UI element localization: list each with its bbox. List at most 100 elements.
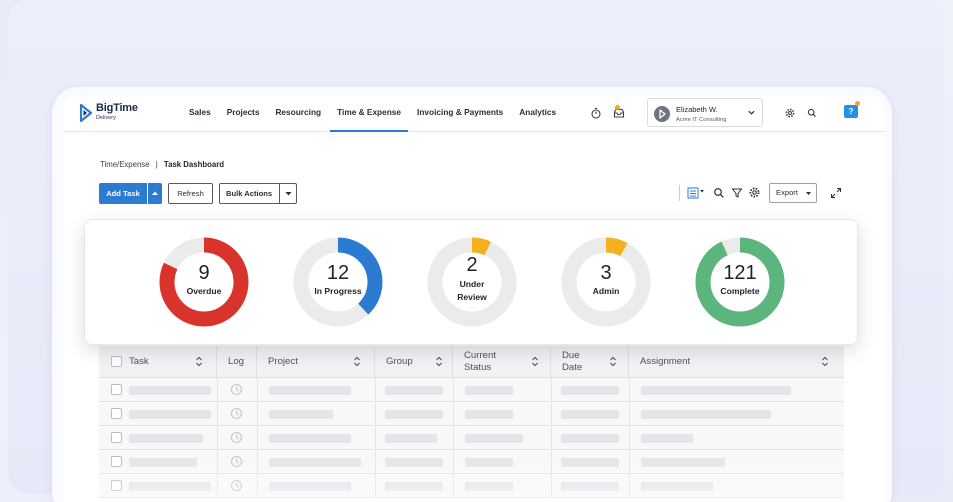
column-header-due-date[interactable]: Due Date (551, 346, 629, 378)
gear-icon[interactable] (784, 107, 796, 119)
sort-icon[interactable] (435, 356, 443, 367)
table-row[interactable] (99, 402, 844, 426)
select-all-checkbox[interactable] (111, 356, 122, 367)
placeholder-cell (465, 386, 513, 395)
stopwatch-icon[interactable] (590, 107, 602, 119)
breadcrumb: Time/Expense | Task Dashboard (100, 160, 224, 169)
donut-label: Overdue (186, 286, 222, 296)
column-layout-icon[interactable] (687, 187, 705, 199)
sort-icon[interactable] (353, 356, 361, 367)
table-row[interactable] (99, 426, 844, 450)
donut-count: 9 (198, 262, 210, 284)
brand-logo[interactable]: BigTime Delivery (80, 101, 138, 123)
menu-item-sales[interactable]: Sales (189, 107, 211, 117)
clock-icon[interactable] (230, 383, 243, 396)
column-header-task[interactable]: Task (99, 346, 217, 378)
sort-icon[interactable] (195, 356, 203, 367)
column-header-assignment[interactable]: Assignment (629, 346, 844, 378)
user-name: Elizabeth W. (676, 105, 718, 114)
placeholder-cell (385, 386, 443, 395)
donut-complete[interactable]: 121 Complete (694, 236, 786, 328)
caret-down-icon (806, 192, 811, 195)
placeholder-cell (385, 410, 443, 419)
export-label: Export (776, 188, 798, 197)
add-task-caret-button[interactable] (148, 183, 162, 204)
column-divider (217, 402, 218, 426)
placeholder-cell (561, 410, 619, 419)
column-label: Project (268, 356, 298, 367)
bulk-actions-dropdown[interactable]: Bulk Actions (219, 183, 297, 204)
donut-arc (293, 237, 383, 327)
placeholder-cell (561, 386, 619, 395)
row-checkbox[interactable] (111, 408, 122, 419)
help-icon[interactable]: ? (844, 105, 858, 118)
caret-up-icon (152, 191, 158, 195)
refresh-button[interactable]: Refresh (168, 183, 213, 204)
notification-dot (615, 105, 620, 110)
donut-arc (561, 237, 651, 327)
divider (679, 185, 680, 201)
add-task-button[interactable]: Add Task (99, 183, 147, 204)
chevron-down-icon (748, 110, 755, 115)
column-divider (629, 426, 630, 450)
donut-under-review[interactable]: 2 Under Review (426, 236, 518, 328)
placeholder-cell (465, 410, 513, 419)
bigtime-logo-icon (80, 104, 92, 122)
user-logo-icon (659, 109, 666, 119)
column-header-group[interactable]: Group (375, 346, 453, 378)
placeholder-cell (129, 386, 211, 395)
placeholder-cell (385, 434, 437, 443)
settings-icon[interactable] (748, 186, 761, 199)
main-menu: Sales Projects Resourcing Time & Expense… (182, 96, 565, 132)
placeholder-cell (465, 434, 523, 443)
donut-in-progress[interactable]: 12 In Progress (292, 236, 384, 328)
donut-count: 12 (326, 262, 350, 284)
avatar (654, 106, 670, 122)
menu-item-invoicing-payments[interactable]: Invoicing & Payments (417, 107, 504, 117)
placeholder-cell (269, 410, 333, 419)
column-header-project[interactable]: Project (257, 346, 375, 378)
sort-icon[interactable] (821, 356, 829, 367)
filter-icon[interactable] (731, 187, 743, 199)
menu-item-projects[interactable]: Projects (226, 107, 260, 117)
column-label: Current Status (464, 350, 496, 373)
expand-icon[interactable] (830, 187, 842, 199)
row-checkbox[interactable] (111, 432, 122, 443)
menu-item-resourcing[interactable]: Resourcing (275, 107, 322, 117)
menu-item-time-expense[interactable]: Time & Expense (330, 96, 409, 132)
breadcrumb-current: Task Dashboard (163, 160, 225, 169)
clock-icon[interactable] (230, 407, 243, 420)
placeholder-cell (641, 434, 693, 443)
donut-admin[interactable]: 3 Admin (560, 236, 652, 328)
donut-arc (427, 237, 517, 327)
column-divider (551, 402, 552, 426)
search-icon[interactable] (713, 187, 725, 199)
column-label: Group (386, 356, 413, 367)
brand-name: BigTime (96, 101, 138, 114)
column-divider (257, 402, 258, 426)
column-label: Task (129, 356, 149, 367)
sort-icon[interactable] (531, 356, 539, 367)
row-checkbox[interactable] (111, 384, 122, 395)
column-divider (217, 426, 218, 450)
sort-icon[interactable] (609, 356, 617, 367)
table-header: Task Log Project Group Current Status Du… (99, 346, 844, 378)
export-dropdown[interactable]: Export (769, 183, 817, 203)
clock-icon[interactable] (230, 431, 243, 444)
donut-overdue[interactable]: 9 Overdue (158, 236, 250, 328)
task-summary-card: 9 Overdue 12 In Progress 2 Under Review 3 Admin… (84, 219, 858, 345)
column-label: Log (228, 356, 245, 367)
column-header-current-status[interactable]: Current Status (453, 346, 551, 378)
user-menu[interactable]: Elizabeth W. Acme IT Consulting (647, 98, 763, 127)
breadcrumb-separator: | (155, 160, 158, 169)
bottom-fade (64, 456, 884, 502)
table-row[interactable] (99, 378, 844, 402)
column-divider (257, 378, 258, 402)
column-divider (375, 402, 376, 426)
menu-item-analytics[interactable]: Analytics (519, 107, 557, 117)
placeholder-cell (641, 410, 771, 419)
placeholder-cell (129, 410, 211, 419)
breadcrumb-parent[interactable]: Time/Expense (100, 160, 150, 169)
search-icon[interactable] (806, 107, 818, 119)
divider (279, 184, 280, 203)
